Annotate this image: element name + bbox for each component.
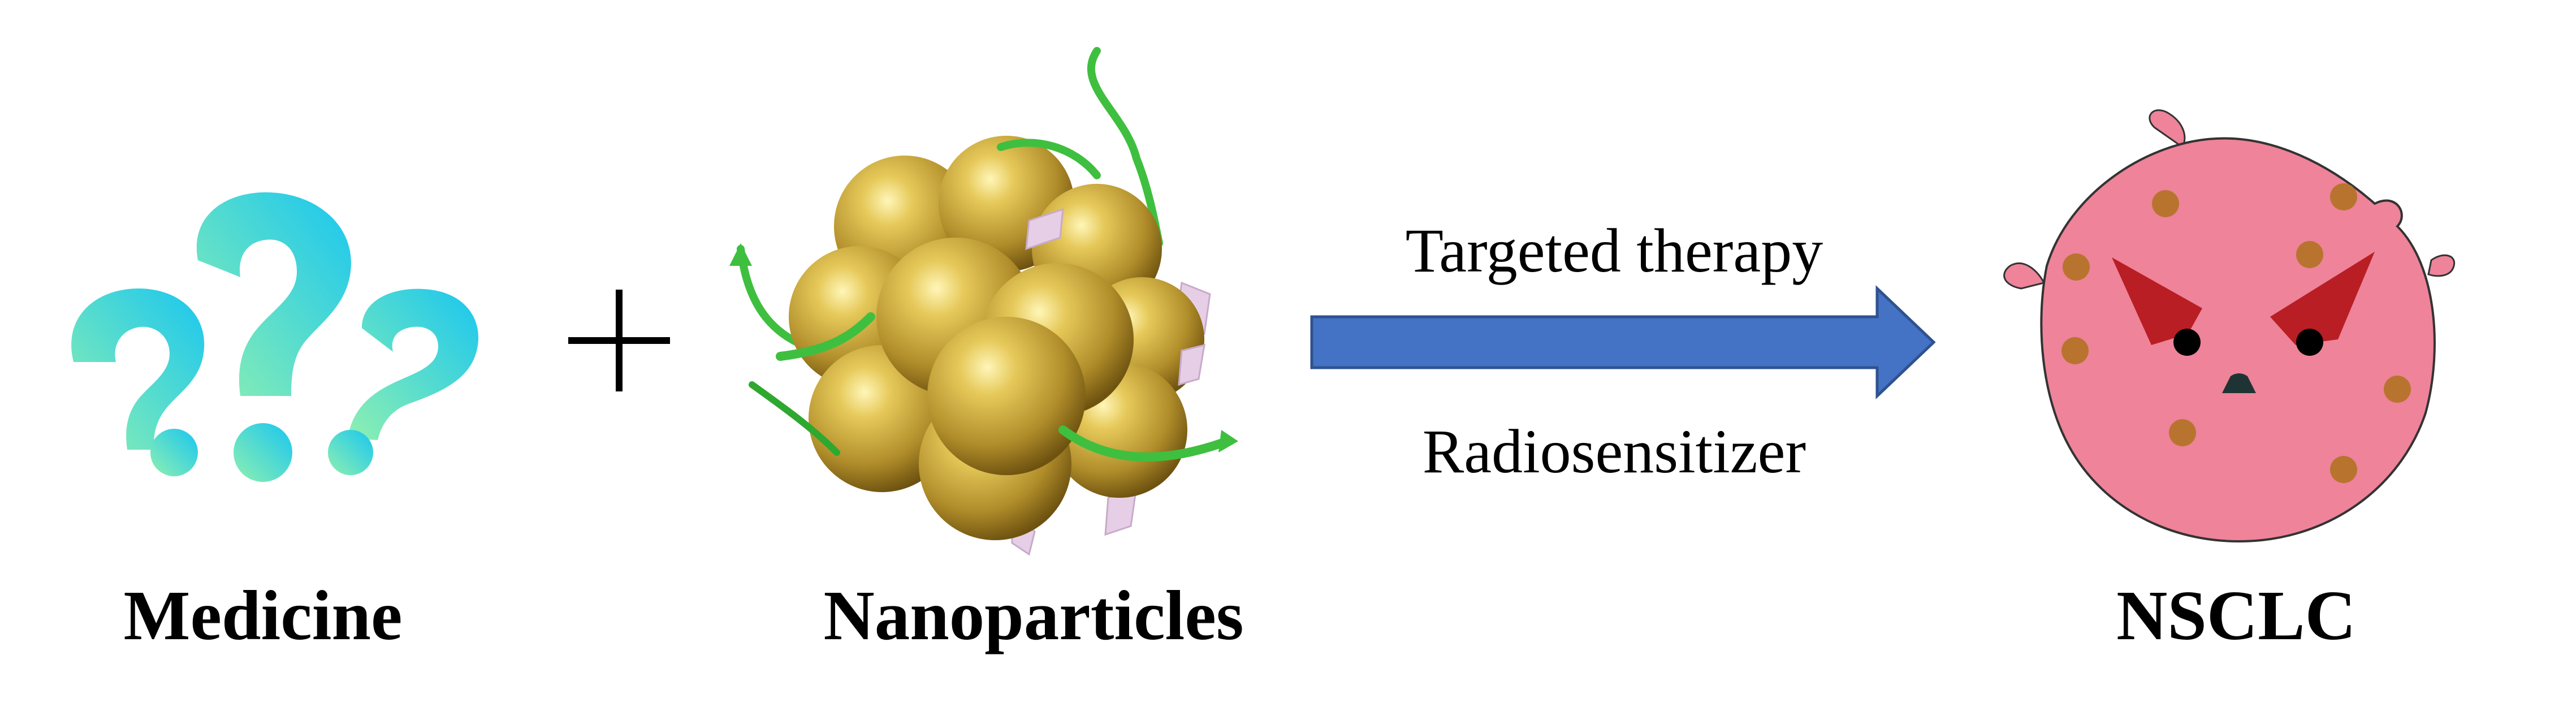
question-mark-center [196,192,351,482]
nanoparticles-label: Nanoparticles [824,577,1244,655]
arrow-bottom-label: Radiosensitizer [1423,417,1806,486]
angry-tumor-cell-icon [2003,109,2456,543]
nsclc-label: NSCLC [2116,577,2356,655]
medicine-label: Medicine [124,577,403,655]
arrow-top-label: Targeted therapy [1406,216,1823,285]
question-marks-icon [71,192,479,482]
question-mark-right [328,288,479,475]
plus-sign [568,290,670,391]
nanoparticle-cluster-icon [729,47,1238,556]
right-arrow-icon [1310,285,1936,399]
question-mark-left [71,288,205,476]
